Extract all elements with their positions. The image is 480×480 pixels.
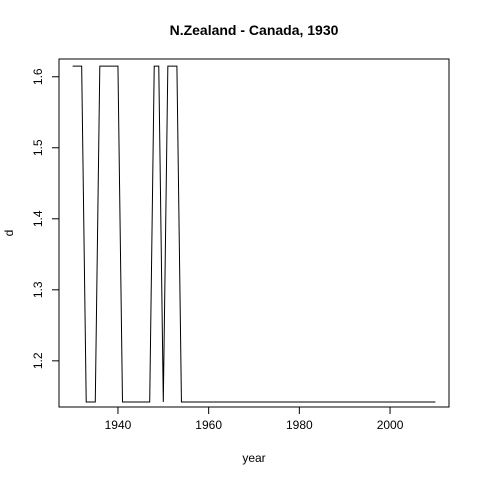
x-tick-label: 1940 — [105, 418, 132, 432]
x-tick-label: 1960 — [195, 418, 222, 432]
y-tick-label: 1.4 — [31, 210, 45, 227]
chart-title: N.Zealand - Canada, 1930 — [170, 22, 339, 38]
x-tick-label: 2000 — [377, 418, 404, 432]
x-tick-label: 1980 — [286, 418, 313, 432]
x-axis-label: year — [242, 451, 265, 465]
y-tick-label: 1.2 — [31, 352, 45, 369]
y-tick-label: 1.5 — [31, 139, 45, 156]
y-tick-label: 1.6 — [31, 68, 45, 85]
y-axis-label: d — [2, 230, 16, 237]
y-axis-ticks: 1.2 1.3 1.4 1.5 1.6 — [31, 68, 59, 369]
x-axis-ticks: 1940 1960 1980 2000 — [105, 407, 404, 432]
series-line — [72, 65, 436, 403]
y-tick-label: 1.3 — [31, 281, 45, 298]
